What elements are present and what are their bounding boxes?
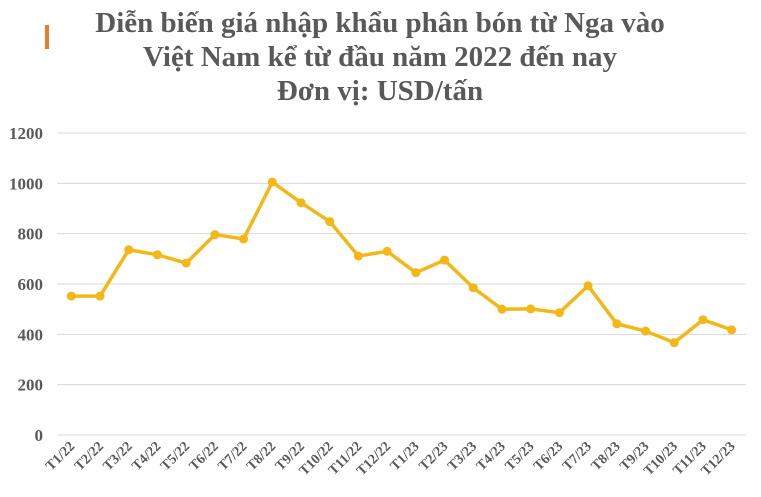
chart-title-line-2: Việt Nam kể từ đầu năm 2022 đến nay: [143, 41, 617, 73]
data-point-marker: T2/22: 552: [95, 291, 105, 301]
data-point-marker: T5/22: 683: [181, 258, 191, 268]
data-point-marker: T7/22: 779: [239, 234, 249, 244]
gridlines: [57, 132, 746, 436]
data-point-marker: T12/23: 418: [727, 325, 737, 335]
x-tick-label: T6/22: [187, 439, 222, 474]
y-axis-labels: 0 200 400 600 800 1000 1200: [9, 124, 43, 445]
data-point-marker: T8/23: 442: [612, 319, 622, 329]
data-point-marker: T7/23: 593: [583, 281, 593, 291]
y-tick-label: 600: [18, 275, 44, 294]
x-tick-label: T4/22: [129, 439, 164, 474]
data-point-marker: T9/23: 413: [641, 326, 651, 336]
data-point-marker: T2/23: 695: [440, 255, 450, 265]
series-line: [71, 180, 733, 345]
x-tick-label: T3/22: [101, 439, 136, 474]
data-point-marker: T10/22: 848: [325, 217, 335, 227]
data-point-marker: T6/23: 486: [554, 308, 564, 318]
y-tick-label: 0: [35, 426, 44, 445]
data-point-marker: T1/23: 645: [411, 268, 421, 278]
data-point-marker: T9/22: 923: [296, 198, 306, 208]
chart-unit-label: Đơn vị: USD/tấn: [276, 75, 484, 107]
x-tick-label: T6/23: [531, 439, 566, 474]
title-accent-bar: [45, 25, 49, 49]
x-tick-label: T2/22: [72, 439, 107, 474]
x-tick-label: T7/23: [560, 439, 595, 474]
data-point-marker: T1/22: 552: [66, 291, 76, 301]
data-point-marker: T11/23: 458: [698, 315, 708, 325]
data-point-marker: T4/23: 500: [497, 304, 507, 314]
data-point-marker: T12/22: 730: [382, 246, 392, 256]
data-series: T1/22: 552 T2/22: 552 T3/22: 736 T4/22: 716…: [66, 177, 737, 348]
data-point-marker: T3/23: 585: [468, 283, 478, 293]
data-point-marker: T3/22: 736: [124, 245, 134, 255]
y-tick-label: 800: [18, 225, 44, 244]
data-point-marker: T4/22: 716: [152, 250, 162, 260]
x-tick-label: T5/22: [158, 439, 193, 474]
data-point-marker: T8/22: 1005: [267, 177, 277, 187]
x-tick-label: T5/23: [503, 439, 538, 474]
chart-title: Diễn biến giá nhập khẩu phân bón từ Nga …: [60, 6, 700, 108]
chart-title-line-1: Diễn biến giá nhập khẩu phân bón từ Nga …: [95, 7, 665, 39]
x-tick-label: T8/23: [589, 439, 624, 474]
y-tick-label: 200: [18, 376, 44, 395]
x-tick-label: T1/23: [388, 439, 423, 474]
x-tick-label: T1/22: [43, 439, 78, 474]
y-tick-label: 1200: [9, 124, 43, 143]
y-tick-label: 400: [18, 325, 44, 344]
x-tick-label: T2/23: [417, 439, 452, 474]
data-point-marker: T5/23: 501: [526, 304, 536, 314]
x-tick-label: T4/23: [474, 439, 509, 474]
x-tick-label: T3/23: [445, 439, 480, 474]
data-point-marker: T10/23: 367: [669, 338, 679, 348]
x-tick-label: T8/22: [244, 439, 279, 474]
x-axis-labels: T1/22T2/22T3/22T4/22T5/22T6/22T7/22T8/22…: [43, 439, 738, 479]
y-tick-label: 1000: [9, 174, 43, 193]
data-point-marker: T6/22: 796: [210, 230, 220, 240]
data-point-marker: T11/22: 711: [353, 251, 363, 261]
x-tick-label: T7/22: [216, 439, 251, 474]
